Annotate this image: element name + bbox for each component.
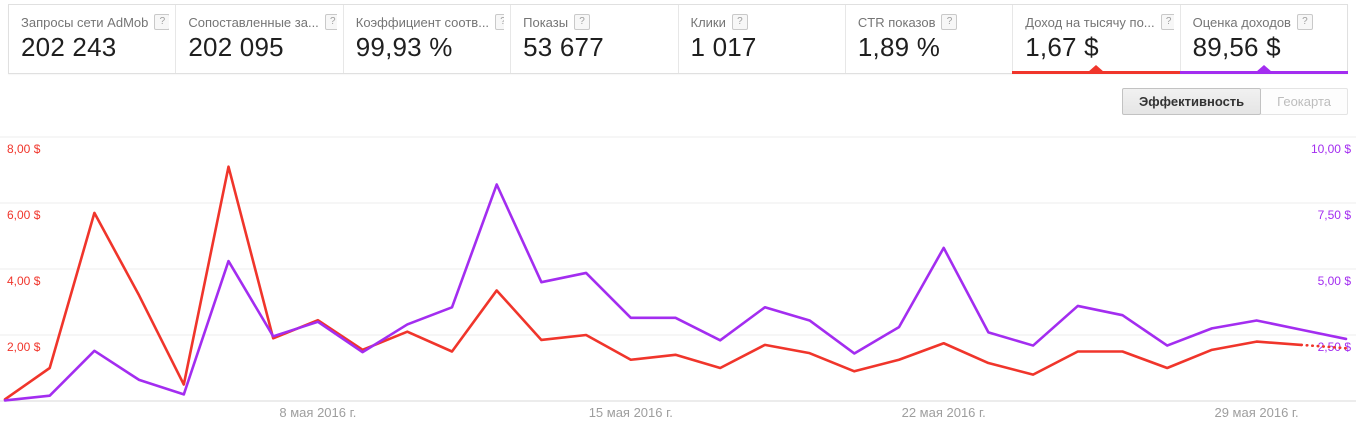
metric-value: 53 677 [523, 32, 604, 62]
x-axis-label: 8 мая 2016 г. [279, 405, 356, 420]
metric-label: Запросы сети AdMob [21, 14, 149, 30]
tab-geomap[interactable]: Геокарта [1260, 88, 1348, 115]
metric-value: 202 243 [21, 32, 117, 62]
selected-metric-indicator [1012, 65, 1181, 74]
y-axis-label-right: 5,00 $ [1318, 274, 1352, 288]
metric-value: 1,89 % [857, 32, 941, 62]
metric-value: 1,67 $ [1025, 32, 1099, 62]
metric-label-row: CTR показов ? [858, 14, 1006, 30]
help-icon[interactable]: ? [574, 14, 591, 30]
help-icon[interactable]: ? [1296, 14, 1313, 30]
metric-value: 202 095 [188, 32, 284, 62]
metric-card-clicks[interactable]: Клики ? 1 017 [679, 5, 846, 73]
metric-card-match-rate[interactable]: Коэффициент соотв... ? 99,93 % [344, 5, 512, 73]
series-line[interactable] [3, 183, 1348, 402]
metric-label-row: Доход на тысячу по... ? [1025, 14, 1174, 30]
metric-label: Доход на тысячу по... [1025, 14, 1155, 30]
indicator-caret-icon [1088, 65, 1105, 72]
metric-value: 1 017 [690, 32, 757, 62]
x-axis-label: 29 мая 2016 г. [1214, 405, 1298, 420]
y-axis-label-right: 10,00 $ [1311, 142, 1351, 156]
series-line-dashed-segment[interactable] [1300, 343, 1348, 350]
metric-card-admob-network-requests[interactable]: Запросы сети AdMob ? 202 243 [9, 5, 177, 73]
y-axis-label-right: 7,50 $ [1318, 208, 1352, 222]
performance-chart[interactable]: 8,00 $ 6,00 $ 4,00 $ 2,00 $ 10,00 $ 7,50 $ 5,0… [0, 130, 1356, 428]
help-icon[interactable]: ? [731, 14, 748, 30]
metric-label-row: Сопоставленные за... ? [188, 14, 337, 30]
metrics-header: Запросы сети AdMob ? 202 243 Сопоставлен… [8, 4, 1348, 74]
view-tabs: Эффективность Геокарта [1122, 88, 1348, 115]
metric-card-ecpm[interactable]: Доход на тысячу по... ? 1,67 $ [1012, 5, 1181, 74]
metric-card-matched-requests[interactable]: Сопоставленные за... ? 202 095 [176, 5, 344, 73]
y-axis-label-left: 8,00 $ [7, 142, 41, 156]
line-chart-svg[interactable]: 8,00 $ 6,00 $ 4,00 $ 2,00 $ 10,00 $ 7,50 $ 5,0… [0, 130, 1356, 428]
metric-label: Сопоставленные за... [188, 14, 319, 30]
help-icon[interactable]: ? [1160, 14, 1174, 30]
metric-label: Показы [523, 14, 569, 30]
x-axis-label: 22 мая 2016 г. [902, 405, 986, 420]
help-icon[interactable]: ? [154, 14, 170, 30]
indicator-bar [1179, 71, 1348, 74]
indicator-caret-icon [1255, 65, 1272, 72]
tab-performance[interactable]: Эффективность [1122, 88, 1262, 115]
metric-value: 99,93 % [355, 32, 453, 62]
metric-label: Коэффициент соотв... [355, 14, 490, 30]
help-icon[interactable]: ? [324, 14, 337, 30]
indicator-bar [1012, 71, 1181, 74]
metric-value: 89,56 $ [1192, 32, 1281, 62]
metric-label-row: Показы ? [523, 14, 671, 30]
y-axis-label-left: 4,00 $ [7, 274, 41, 288]
y-axis-label-left: 2,00 $ [7, 340, 41, 354]
metric-label: Оценка доходов [1192, 14, 1291, 30]
metric-card-impressions[interactable]: Показы ? 53 677 [511, 5, 679, 73]
selected-metric-indicator [1179, 65, 1348, 74]
help-icon[interactable]: ? [941, 14, 958, 30]
x-axis-label: 15 мая 2016 г. [589, 405, 673, 420]
metric-label-row: Оценка доходов ? [1193, 14, 1341, 30]
metric-label-row: Клики ? [691, 14, 839, 30]
series-line[interactable] [3, 165, 1303, 401]
metric-label-row: Запросы сети AdMob ? [21, 14, 170, 30]
metric-label: CTR показов [857, 14, 936, 30]
y-axis-label-left: 6,00 $ [7, 208, 41, 222]
help-icon[interactable]: ? [495, 14, 505, 30]
metric-label: Клики [690, 14, 726, 30]
metric-card-estimated-earnings[interactable]: Оценка доходов ? 89,56 $ [1179, 5, 1348, 74]
metric-card-impression-ctr[interactable]: CTR показов ? 1,89 % [846, 5, 1014, 73]
metric-label-row: Коэффициент соотв... ? [355, 14, 505, 30]
